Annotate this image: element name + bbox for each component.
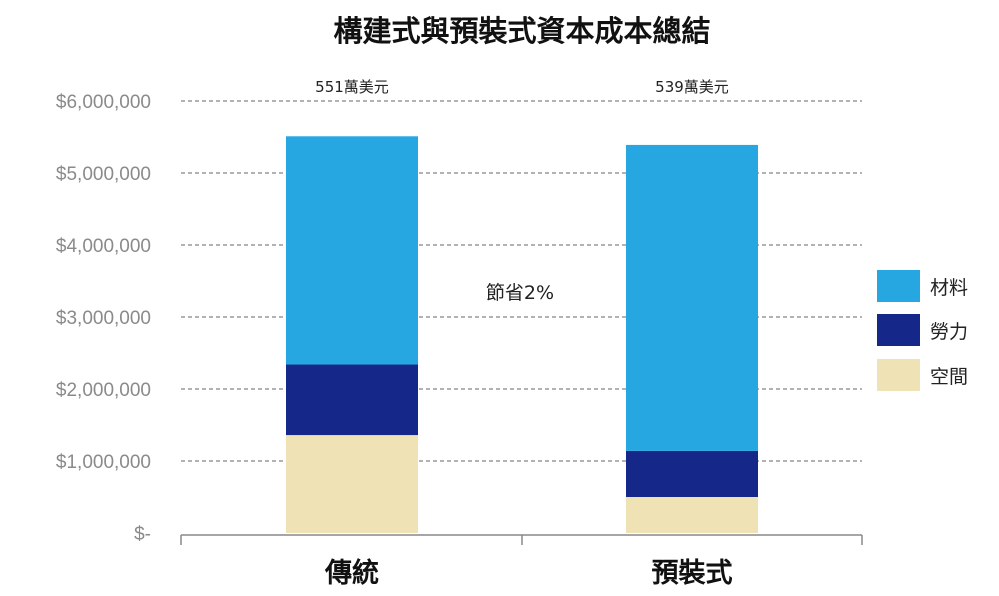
bar-segment <box>626 144 758 451</box>
y-tick-label: $6,000,000 <box>56 92 151 113</box>
y-tick-label: $- <box>134 524 151 545</box>
legend: 材料 勞力 空間 <box>877 270 968 391</box>
y-tick-label: $4,000,000 <box>56 236 151 257</box>
x-tick-label: 預裝式 <box>652 558 733 589</box>
legend-swatch-materials <box>877 270 920 302</box>
bar-segment <box>626 497 758 533</box>
y-tick-label: $5,000,000 <box>56 164 151 185</box>
bar-total-label: 551萬美元 <box>315 78 389 96</box>
legend-swatch-labor <box>877 314 920 346</box>
bars <box>286 136 758 533</box>
y-tick-label: $2,000,000 <box>56 380 151 401</box>
bar-total-label: 539萬美元 <box>655 78 729 96</box>
y-axis: $- $1,000,000 $2,000,000 $3,000,000 $4,000,0… <box>56 92 151 545</box>
savings-annotation: 節省2% <box>486 282 554 304</box>
bar-segment <box>626 450 758 497</box>
y-tick-label: $3,000,000 <box>56 308 151 329</box>
x-tick-label: 傳統 <box>324 557 379 589</box>
bar-segment <box>286 435 418 533</box>
legend-label: 材料 <box>930 277 968 299</box>
legend-swatch-space <box>877 359 920 391</box>
chart-title: 構建式與預裝式資本成本總結 <box>333 14 710 48</box>
y-tick-label: $1,000,000 <box>56 452 151 473</box>
legend-label: 勞力 <box>930 321 968 343</box>
bar-segment <box>286 136 418 365</box>
bar-segment <box>286 364 418 436</box>
legend-label: 空間 <box>930 366 968 388</box>
gridlines <box>181 100 862 462</box>
